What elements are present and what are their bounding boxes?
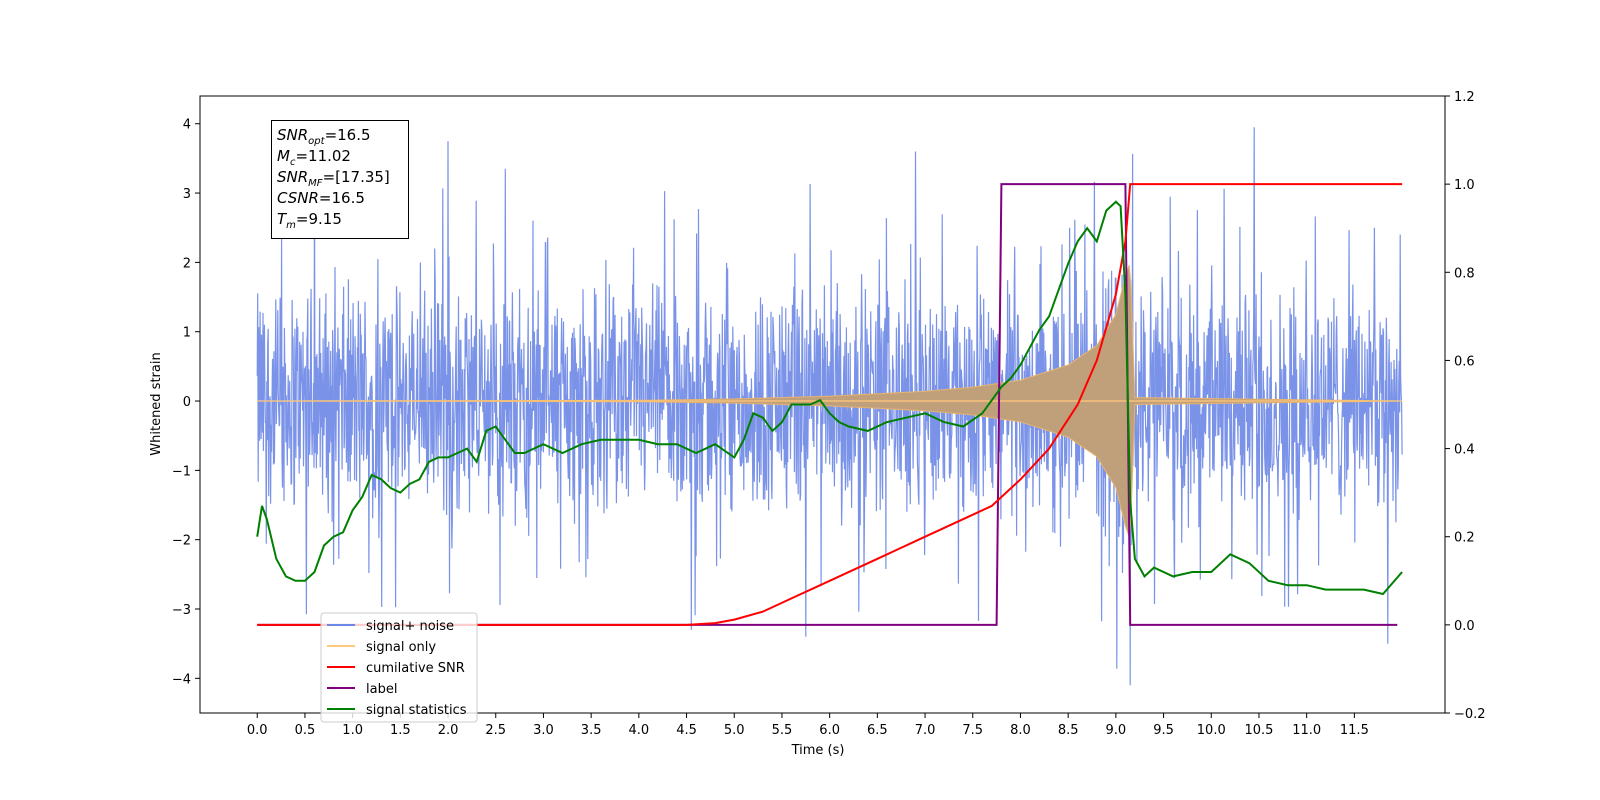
y2-tick-label: 0.2 [1454,531,1475,546]
x-tick-label: 1.5 [390,723,411,738]
x-tick-label: 0.0 [247,723,268,738]
x-tick-label: 0.5 [295,723,316,738]
snr-opt-line: SNRopt=16.5 [277,126,371,147]
y2-tick-label: 1.2 [1454,90,1475,105]
label-line [257,183,1398,626]
signal-statistics-line [256,200,1403,596]
legend-label: signal+ noise [366,619,454,634]
y2-tick-label: 0.8 [1454,266,1475,281]
x-axis-label: Time (s) [791,743,845,758]
x-axis: 0.0 0.5 1.0 1.5 2.0 2.5 3.0 3.5 4.0 4.5 5.0 5.5 6.0 6… [247,713,1369,738]
x-tick-label: 11.0 [1292,723,1321,738]
x-tick-label: 4.0 [629,723,650,738]
x-tick-label: 8.5 [1058,723,1079,738]
x-tick-label: 3.0 [533,723,554,738]
snr-mf-line: SNRMF=[17.35] [277,168,390,189]
legend-label: signal statistics [366,703,467,718]
x-tick-label: 2.5 [485,723,506,738]
x-tick-label: 11.5 [1340,723,1369,738]
x-tick-label: 4.5 [676,723,697,738]
y-axis-right: −0.2 0.0 0.2 0.4 0.6 0.8 1.0 1.2 [1445,90,1486,722]
x-tick-label: 8.0 [1010,723,1031,738]
x-tick-label: 9.0 [1106,723,1127,738]
legend-label: signal only [366,640,436,655]
y-tick-label: 4 [183,118,191,133]
y2-tick-label: −0.2 [1454,707,1486,722]
x-tick-label: 3.5 [581,723,602,738]
x-tick-label: 6.5 [867,723,888,738]
y-tick-label: −3 [172,603,191,618]
x-tick-label: 5.5 [772,723,793,738]
x-tick-label: 7.5 [962,723,983,738]
plot-area [256,127,1403,686]
x-tick-label: 7.0 [915,723,936,738]
x-tick-label: 10.5 [1244,723,1273,738]
y-tick-label: −1 [172,464,191,479]
plot-frame [199,95,1446,714]
x-tick-label: 2.0 [438,723,459,738]
y-axis-label: Whitened strain [149,352,164,455]
y-tick-label: 0 [183,395,191,410]
y2-tick-label: 1.0 [1454,178,1475,193]
merger-time-line: Tm=9.15 [277,210,342,231]
y2-tick-label: 0.4 [1454,443,1475,458]
x-tick-label: 1.0 [342,723,363,738]
y-tick-label: 1 [183,326,191,341]
x-tick-label: 6.0 [819,723,840,738]
legend: signal+ noise signal only cumilative SNR la… [320,612,478,723]
y-tick-label: 3 [183,187,191,202]
y2-tick-label: 0.6 [1454,354,1475,369]
y-axis-left: −4 −3 −2 −1 0 1 2 3 4 [172,118,200,687]
legend-box [320,612,478,723]
y-tick-label: −4 [172,672,191,687]
y-tick-label: 2 [183,256,191,271]
csnr-line: CSNR=16.5 [277,189,365,207]
legend-label: label [366,682,397,697]
x-tick-label: 9.5 [1153,723,1174,738]
x-tick-label: 10.0 [1197,723,1226,738]
chirp-mass-line: Mc=11.02 [277,147,351,168]
legend-label: cumilative SNR [366,661,465,676]
info-box: SNRopt=16.5 Mc=11.02 SNRMF=[17.35] CSNR=… [271,120,409,239]
x-tick-label: 5.0 [724,723,745,738]
y-tick-label: −2 [172,534,191,549]
y2-tick-label: 0.0 [1454,619,1475,634]
signal-noise-line [256,127,1403,686]
cumulative-snr-line [257,183,1403,626]
